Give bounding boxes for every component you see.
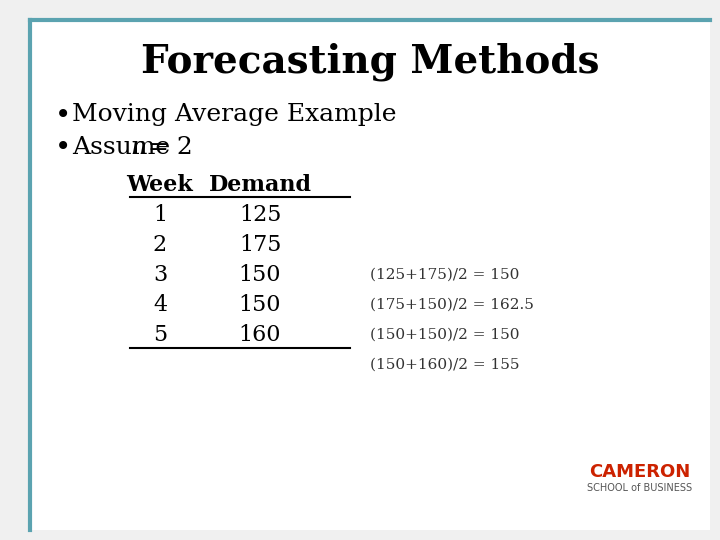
Text: 5: 5 [153,324,167,346]
Text: (150+160)/2 = 155: (150+160)/2 = 155 [370,358,520,372]
Text: Demand: Demand [209,174,312,196]
Text: •: • [55,133,71,161]
FancyBboxPatch shape [30,20,710,530]
Text: 175: 175 [239,234,282,256]
Text: (150+150)/2 = 150: (150+150)/2 = 150 [370,328,520,342]
Text: Forecasting Methods: Forecasting Methods [140,43,599,81]
Text: CAMERON: CAMERON [590,463,690,481]
Text: = 2: = 2 [140,136,193,159]
Text: 2: 2 [153,234,167,256]
Text: (125+175)/2 = 150: (125+175)/2 = 150 [370,268,519,282]
Text: 1: 1 [153,204,167,226]
Text: 3: 3 [153,264,167,286]
Text: Moving Average Example: Moving Average Example [72,104,397,126]
Text: 4: 4 [153,294,167,316]
Text: (175+150)/2 = 162.5: (175+150)/2 = 162.5 [370,298,534,312]
Text: Week: Week [127,174,194,196]
Text: •: • [55,101,71,129]
Text: n: n [130,136,146,159]
Text: 160: 160 [239,324,282,346]
Text: 125: 125 [239,204,282,226]
Text: SCHOOL of BUSINESS: SCHOOL of BUSINESS [588,483,693,493]
Text: Assume: Assume [72,136,178,159]
Text: 150: 150 [239,294,282,316]
Text: 150: 150 [239,264,282,286]
